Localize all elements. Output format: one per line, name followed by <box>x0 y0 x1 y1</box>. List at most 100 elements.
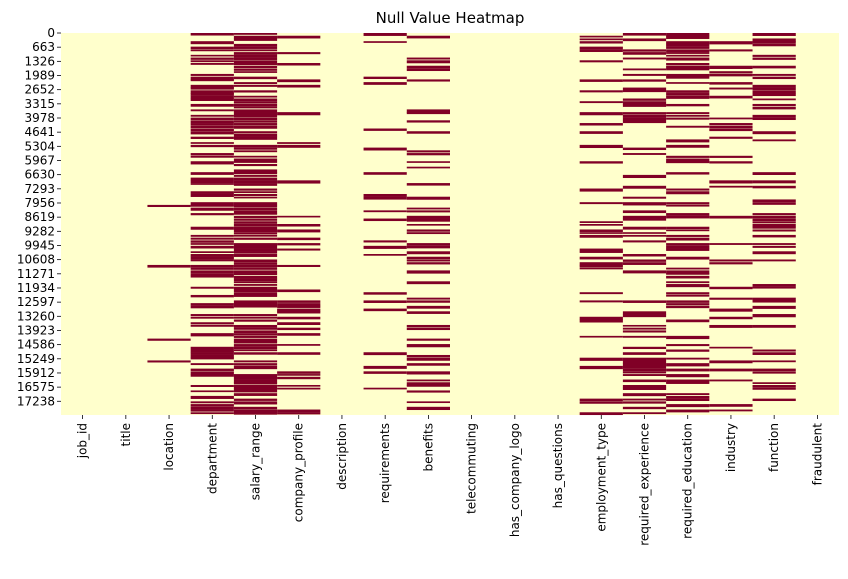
null-cell-department <box>190 142 234 144</box>
null-cell-department <box>190 60 234 63</box>
null-cell-salary_range <box>233 264 278 268</box>
null-cell-required_education <box>666 95 710 99</box>
null-cell-location <box>147 204 191 208</box>
null-cell-company_profile <box>277 300 321 303</box>
null-cell-function <box>752 33 796 36</box>
x-tick-label: required_experience <box>638 423 652 546</box>
null-cell-industry <box>709 215 753 219</box>
null-cell-benefits <box>406 245 450 249</box>
null-cell-required_education <box>666 117 710 120</box>
null-cell-function <box>752 371 796 374</box>
null-cell-benefits <box>406 382 450 386</box>
null-cell-department <box>190 79 234 82</box>
null-cell-function <box>752 41 796 44</box>
null-cell-required_education <box>666 368 710 372</box>
null-cell-benefits <box>406 401 450 404</box>
null-cell-benefits <box>406 131 450 134</box>
y-tick-label: 663 <box>32 40 55 54</box>
y-tick-label: 5967 <box>24 153 55 167</box>
null-cell-benefits <box>406 297 450 300</box>
null-cell-location <box>147 264 191 268</box>
null-cell-industry <box>709 71 753 74</box>
null-cell-salary_range <box>233 147 278 150</box>
null-cell-required_experience <box>622 387 667 390</box>
null-cell-benefits <box>406 357 450 361</box>
null-cell-required_education <box>666 54 710 57</box>
null-cell-company_profile <box>277 144 321 148</box>
null-cell-required_education <box>666 188 710 191</box>
null-cell-function <box>752 180 796 184</box>
null-cell-required_education <box>666 68 710 71</box>
null-cell-department <box>190 259 234 262</box>
null-cell-salary_range <box>233 204 278 208</box>
y-tick-label: 7293 <box>24 182 55 196</box>
null-cell-salary_range <box>233 172 278 175</box>
null-cell-employment_type <box>579 224 623 226</box>
null-cell-department <box>190 125 234 129</box>
null-cell-salary_range <box>233 131 278 134</box>
null-cell-employment_type <box>579 262 623 266</box>
null-cell-salary_range <box>233 335 278 338</box>
null-cell-required_education <box>666 49 710 53</box>
x-tick-label: job_id <box>76 423 90 459</box>
null-cell-salary_range <box>233 270 278 274</box>
null-cell-required_experience <box>622 120 667 124</box>
null-cell-requirements <box>363 41 407 43</box>
null-cell-benefits <box>406 270 450 274</box>
null-cell-salary_range <box>233 60 278 64</box>
null-cell-salary_range <box>233 248 278 252</box>
null-cell-salary_range <box>233 114 278 118</box>
null-cell-required_experience <box>622 368 667 372</box>
null-cell-salary_range <box>233 234 278 237</box>
null-cell-department <box>190 49 234 52</box>
null-cell-salary_range <box>233 305 278 308</box>
null-cell-employment_type <box>579 401 623 404</box>
null-cell-department <box>190 93 234 96</box>
y-axis: 0663132619892652331539784641530459676630… <box>17 26 61 408</box>
null-cell-benefits <box>406 229 450 232</box>
null-cell-required_experience <box>622 57 667 60</box>
null-cell-required_experience <box>622 254 667 257</box>
null-cell-function <box>752 139 796 142</box>
null-cell-required_experience <box>622 234 667 237</box>
null-cell-required_experience <box>622 393 667 397</box>
null-cell-salary_range <box>233 52 278 55</box>
y-tick-label: 10608 <box>17 253 55 267</box>
null-cell-company_profile <box>277 248 321 251</box>
null-cell-required_experience <box>622 68 667 71</box>
null-cell-salary_range <box>233 278 278 282</box>
null-cell-required_experience <box>622 311 667 315</box>
null-cell-required_education <box>666 349 710 352</box>
y-tick-label: 3978 <box>24 111 55 125</box>
null-cell-required_experience <box>622 112 667 115</box>
null-cell-department <box>190 352 234 355</box>
null-cell-department <box>190 256 234 260</box>
null-cell-function <box>752 54 796 57</box>
null-cell-employment_type <box>579 131 623 134</box>
null-cell-company_profile <box>277 243 321 246</box>
null-cell-function <box>752 218 796 222</box>
null-cell-industry <box>709 128 753 132</box>
null-cell-salary_range <box>233 46 278 49</box>
null-cell-salary_range <box>233 188 278 191</box>
null-cell-company_profile <box>277 387 321 390</box>
null-cell-benefits <box>406 120 450 123</box>
null-cell-salary_range <box>233 384 278 389</box>
null-cell-requirements <box>363 365 407 369</box>
null-cell-salary_range <box>233 360 278 363</box>
null-cell-required_experience <box>622 330 667 333</box>
null-cell-department <box>190 226 234 230</box>
y-tick-label: 11934 <box>17 281 55 295</box>
null-cell-salary_range <box>233 243 278 247</box>
null-cell-requirements <box>363 371 407 374</box>
null-cell-requirements <box>363 240 407 243</box>
x-tick-label: function <box>767 423 781 472</box>
null-cell-department <box>190 144 234 148</box>
null-cell-required_education <box>666 398 710 401</box>
null-cell-company_profile <box>277 79 321 83</box>
null-cell-department <box>190 177 234 181</box>
null-cell-salary_range <box>233 215 278 219</box>
null-cell-department <box>190 240 234 243</box>
null-cell-salary_range <box>233 365 278 370</box>
y-tick-label: 7956 <box>24 196 55 210</box>
